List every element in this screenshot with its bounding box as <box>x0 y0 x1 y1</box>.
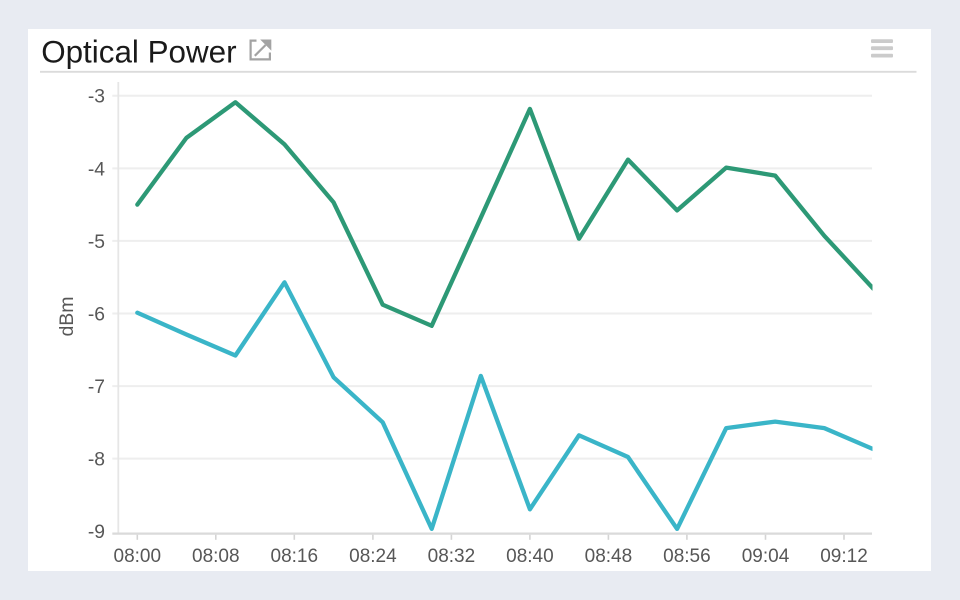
svg-text:-5: -5 <box>88 232 105 253</box>
svg-text:Optical Power: Optical Power <box>41 34 236 69</box>
svg-text:08:32: 08:32 <box>428 546 476 567</box>
svg-text:09:04: 09:04 <box>742 546 790 567</box>
svg-text:08:40: 08:40 <box>506 546 554 567</box>
svg-text:-8: -8 <box>88 450 105 471</box>
svg-text:-4: -4 <box>88 159 105 180</box>
svg-text:-6: -6 <box>88 304 105 325</box>
svg-text:08:48: 08:48 <box>585 546 633 567</box>
svg-text:-7: -7 <box>88 377 105 398</box>
svg-text:dBm: dBm <box>56 296 78 336</box>
svg-text:-9: -9 <box>88 522 105 543</box>
svg-text:08:24: 08:24 <box>349 546 397 567</box>
svg-text:08:08: 08:08 <box>192 546 240 567</box>
svg-text:08:00: 08:00 <box>114 546 162 567</box>
svg-text:-3: -3 <box>88 87 105 108</box>
svg-text:08:16: 08:16 <box>271 546 319 567</box>
svg-text:09:12: 09:12 <box>820 546 868 567</box>
svg-text:08:56: 08:56 <box>663 546 711 567</box>
